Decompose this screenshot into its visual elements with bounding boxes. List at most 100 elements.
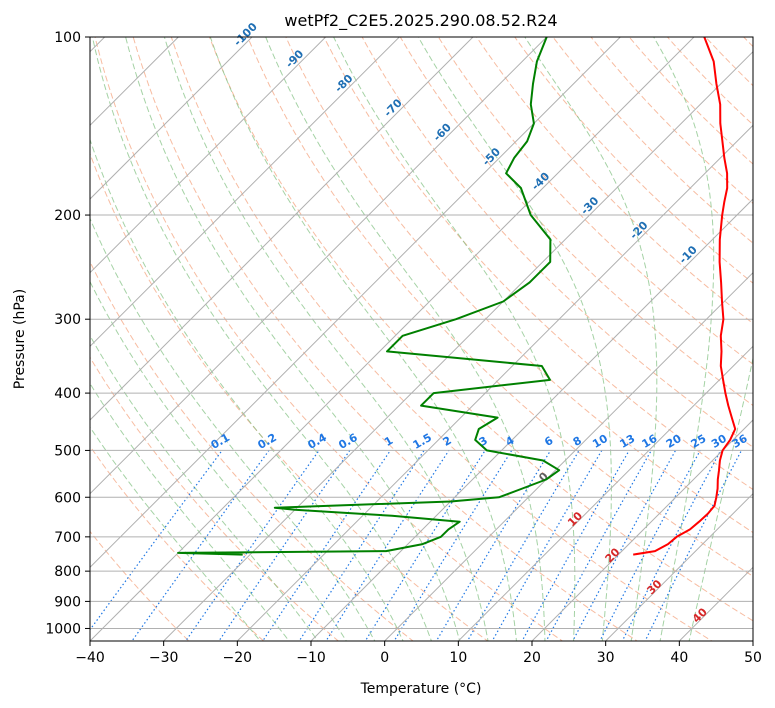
- isotherm-label: -50: [480, 145, 503, 168]
- mixing-ratio-label: 20: [664, 432, 684, 451]
- isotherm-line: [90, 37, 474, 421]
- isotherm-line: [90, 37, 327, 274]
- isotherm-line: [90, 37, 621, 569]
- moist-adiabat: [688, 355, 753, 641]
- y-axis-label: Pressure (hPa): [12, 289, 28, 389]
- moist-adiabat: [90, 334, 319, 641]
- dry-adiabat: [755, 10, 775, 653]
- x-tick-label: −20: [223, 650, 253, 666]
- dewpoint-profile: [177, 37, 561, 556]
- x-tick-label: −30: [149, 650, 179, 666]
- isotherm-label: -60: [431, 121, 454, 144]
- mixing-ratio-line: [393, 450, 513, 641]
- dry-adiabat: [90, 530, 190, 641]
- mixing-ratio-line: [184, 450, 320, 641]
- y-tick-label: 800: [54, 564, 81, 580]
- moist-adiabat: [90, 382, 290, 641]
- moist-adiabat: [653, 37, 715, 641]
- x-tick-label: 30: [597, 650, 615, 666]
- mixing-ratio-line: [435, 450, 552, 641]
- isotherm-label: -70: [382, 96, 405, 119]
- mixing-ratio-line: [325, 450, 450, 641]
- dry-adiabat: [90, 152, 489, 641]
- dry-adiabat: [514, 37, 753, 284]
- mixing-ratio-line: [545, 450, 652, 641]
- moist-adiabat: [209, 37, 518, 641]
- isotherm-label: 10: [565, 509, 585, 529]
- mixing-ratio-line: [466, 450, 580, 641]
- dry-adiabat: [742, 37, 753, 48]
- y-tick-label: 1000: [45, 621, 81, 637]
- mixing-ratio-label: 30: [709, 432, 729, 451]
- plot-frame: [89, 36, 754, 642]
- isotherm-line: [90, 37, 548, 495]
- isotherm-line: [90, 37, 695, 641]
- dry-adiabat: [90, 445, 265, 641]
- isotherm-line: [678, 566, 753, 641]
- y-axis: 100 200 300 400 500 600 700 800 900 1000: [45, 30, 90, 637]
- chart-title: wetPf2_C2E5.2025.290.08.52.R24: [284, 11, 557, 31]
- isotherm-line: [310, 198, 753, 641]
- isotherm-line: [752, 640, 753, 641]
- mixing-ratio-label: 0.4: [306, 431, 330, 452]
- moist-adiabat: [90, 217, 376, 641]
- dry-adiabat: [323, 37, 753, 491]
- x-tick-label: 20: [523, 650, 541, 666]
- mixing-ratio-label: 6: [542, 434, 555, 449]
- mixing-ratio-label: 1.5: [411, 431, 434, 452]
- isotherm-label: -80: [332, 72, 355, 95]
- dry-adiabat: [132, 37, 638, 641]
- x-tick-label: −40: [75, 650, 105, 666]
- y-tick-label: 600: [54, 490, 81, 506]
- y-tick-label: 100: [54, 30, 81, 46]
- isotherm-line: [605, 492, 753, 641]
- mixing-ratio-line: [90, 450, 223, 631]
- moist-adiabat: [91, 37, 432, 641]
- moist-adiabat: [90, 426, 261, 641]
- dry-adiabat: [590, 37, 753, 205]
- dry-adiabat: [666, 37, 753, 126]
- dry-adiabat: [90, 260, 414, 641]
- isotherm-line: [457, 345, 753, 641]
- temperature-profile: [633, 37, 737, 556]
- dry-adiabat: [208, 37, 753, 622]
- x-tick-label: −10: [296, 650, 326, 666]
- isotherm-label: -90: [283, 47, 306, 70]
- profile-series: [177, 37, 737, 556]
- y-tick-label: 200: [54, 208, 81, 224]
- grid-lines: [90, 37, 753, 641]
- isotherm-label: -40: [529, 170, 552, 193]
- dry-adiabat: [361, 37, 753, 448]
- isotherm-label: 30: [644, 577, 664, 597]
- isotherm-line: [236, 124, 753, 641]
- dry-adiabat: [170, 37, 713, 641]
- mixing-ratio-line: [521, 450, 630, 641]
- mixing-ratio-label: 16: [640, 432, 660, 451]
- moist-adiabat: [90, 280, 347, 641]
- y-tick-label: 500: [54, 443, 81, 459]
- dry-adiabat: [94, 37, 564, 641]
- mixing-ratio-label: 25: [689, 432, 709, 451]
- isotherm-line: [531, 419, 753, 641]
- dry-adiabat: [399, 37, 753, 407]
- isotherm-line: [90, 37, 400, 348]
- mixing-ratio-line: [644, 450, 743, 641]
- mixing-ratio-line: [131, 450, 270, 641]
- dry-adiabat: [628, 37, 753, 165]
- moist-adiabat: [90, 138, 404, 641]
- y-tick-label: 700: [54, 530, 81, 546]
- mixing-ratio-label: 10: [590, 432, 610, 451]
- y-tick-label: 300: [54, 312, 81, 328]
- moist-adiabat: [524, 37, 658, 641]
- isotherm-line: [384, 271, 753, 641]
- mixing-ratio-label: 1: [382, 434, 395, 449]
- isotherm-line: [163, 50, 753, 641]
- x-tick-label: 0: [380, 650, 389, 666]
- dry-adiabat: [90, 356, 340, 641]
- dry-adiabat: [704, 37, 753, 87]
- dry-adiabat: [247, 37, 753, 577]
- isotherm-label: -20: [627, 219, 650, 242]
- dry-adiabat: [285, 37, 753, 534]
- isotherm-label: -30: [578, 194, 601, 217]
